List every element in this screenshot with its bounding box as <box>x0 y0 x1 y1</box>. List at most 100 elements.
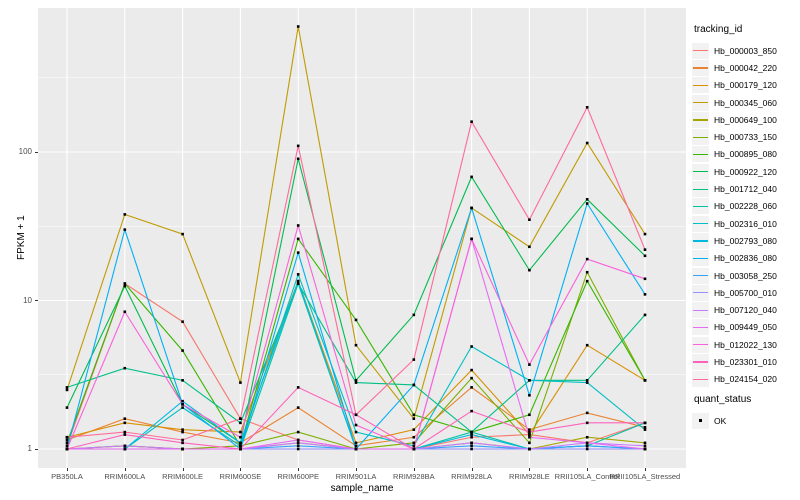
legend-label: Hb_012022_130 <box>714 339 777 350</box>
legend-label: Hb_002228_060 <box>714 201 777 212</box>
legend-item-Hb_012022_130: Hb_012022_130 <box>692 336 800 353</box>
legend-label: Hb_000895_080 <box>714 149 777 160</box>
data-point <box>528 435 531 439</box>
x-tick-label: RRIM600LA <box>104 472 146 481</box>
legend-item-Hb_001712_040: Hb_001712_040 <box>692 180 800 198</box>
legend-item-Hb_005700_010: Hb_005700_010 <box>692 284 800 301</box>
legend-key-line-icon <box>692 232 709 249</box>
data-point <box>354 423 358 427</box>
data-point <box>296 224 300 227</box>
legend-item-Hb_000733_150: Hb_000733_150 <box>692 128 800 146</box>
data-point <box>239 381 242 384</box>
legend-key-line-icon <box>692 59 709 76</box>
data-point <box>181 441 184 445</box>
data-point <box>123 433 127 436</box>
data-point <box>123 444 127 448</box>
data-point <box>65 435 69 439</box>
data-point <box>528 430 531 434</box>
legend-key-line-icon <box>692 250 709 267</box>
data-point <box>181 447 184 451</box>
data-point <box>239 421 242 425</box>
data-point <box>470 433 473 436</box>
legend-key-line-icon <box>692 77 709 94</box>
data-point <box>239 441 242 445</box>
legend-item-Hb_023301_010: Hb_023301_010 <box>692 353 800 370</box>
data-point <box>470 435 473 439</box>
legend-label: Hb_000733_150 <box>714 132 777 143</box>
data-point <box>585 202 589 205</box>
y-tick-mark <box>35 300 38 301</box>
data-point <box>239 417 242 420</box>
x-tick-label: RRIM600LE <box>162 472 204 481</box>
x-tick-mark <box>124 468 126 471</box>
data-point <box>412 358 416 361</box>
data-point <box>354 318 358 322</box>
data-point <box>181 399 184 403</box>
x-tick-label: RRIM901LA <box>335 472 377 481</box>
data-point <box>181 430 184 434</box>
data-point <box>123 421 127 425</box>
y-tick-label: 100 <box>18 147 32 156</box>
data-point <box>528 447 531 451</box>
data-point <box>65 444 69 448</box>
data-point <box>412 383 416 387</box>
data-point <box>585 411 589 415</box>
legend-label: Hb_024154_020 <box>714 374 777 385</box>
data-point <box>181 349 184 352</box>
legend-key-line-icon <box>692 215 709 232</box>
legend-item-Hb_003058_250: Hb_003058_250 <box>692 267 800 284</box>
legend-label: Hb_000003_850 <box>714 45 777 56</box>
data-point <box>296 157 300 161</box>
data-point <box>643 421 647 425</box>
x-tick-label: RRII105LA_Stressed <box>609 472 681 481</box>
legend-label: Hb_003058_250 <box>714 270 777 281</box>
data-point <box>412 417 416 420</box>
x-tick-mark <box>587 468 589 471</box>
data-point <box>123 366 127 370</box>
data-point <box>412 447 416 451</box>
x-tick-label: RRII105LA_Control <box>554 472 620 481</box>
data-point <box>643 254 647 258</box>
line-chart <box>38 8 686 468</box>
data-point <box>643 293 647 296</box>
legend-key-line-icon <box>692 181 709 198</box>
legend2-title: quant_status <box>694 394 752 405</box>
data-point <box>585 343 589 347</box>
data-point <box>643 232 647 236</box>
legend-item-Hb_002316_010: Hb_002316_010 <box>692 215 800 232</box>
data-point <box>354 343 358 347</box>
y-tick-mark <box>35 151 38 153</box>
data-point <box>181 402 184 406</box>
legend-key-line-icon <box>692 42 709 59</box>
data-point <box>528 245 531 249</box>
legend-item-Hb_000922_120: Hb_000922_120 <box>692 163 800 180</box>
x-axis-title: sample_name <box>330 483 394 494</box>
data-point <box>585 381 589 384</box>
data-point <box>643 379 647 382</box>
data-point <box>296 279 300 283</box>
x-tick-mark <box>240 468 242 471</box>
legend-item-Hb_007120_040: Hb_007120_040 <box>692 301 800 319</box>
legend-label: Hb_000042_220 <box>714 62 777 73</box>
x-tick-label: RRIM928LA <box>451 472 493 481</box>
legend-item-Hb_002228_060: Hb_002228_060 <box>692 198 800 215</box>
legend-key-line-icon <box>692 319 709 336</box>
data-point <box>296 438 300 442</box>
data-point <box>123 213 127 216</box>
legend-key-line-icon <box>692 336 709 353</box>
x-tick-mark <box>645 468 646 471</box>
data-point <box>239 447 242 451</box>
data-point <box>585 447 589 451</box>
legend-label: Hb_023301_010 <box>714 356 777 367</box>
legend-key-line-icon <box>692 111 709 128</box>
legend-item-Hb_000179_120: Hb_000179_120 <box>692 77 800 94</box>
legend-label: Hb_009449_050 <box>714 322 777 333</box>
data-point <box>296 430 300 434</box>
data-point <box>354 447 358 451</box>
data-point <box>354 379 358 382</box>
data-point <box>123 228 127 231</box>
data-point <box>123 282 127 285</box>
data-point <box>585 444 589 448</box>
legend-key-line-icon <box>692 94 709 111</box>
data-point <box>585 441 589 445</box>
